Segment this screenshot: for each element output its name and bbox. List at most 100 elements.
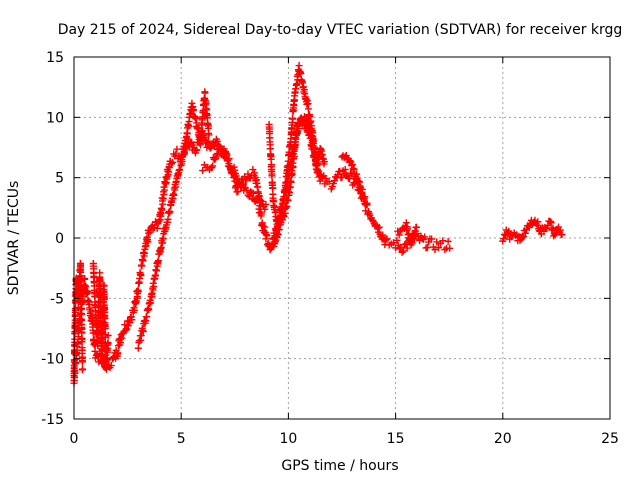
data-point: [207, 143, 215, 151]
data-point: [263, 232, 271, 240]
data-point: [137, 272, 145, 280]
data-point: [84, 288, 92, 296]
x-tick-label: 25: [601, 431, 619, 447]
data-point: [205, 131, 213, 139]
data-point: [403, 244, 411, 252]
data-point: [328, 183, 336, 191]
data-point: [341, 165, 349, 173]
data-point: [121, 321, 129, 329]
data-point: [169, 158, 177, 166]
x-axis-label: GPS time / hours: [281, 458, 398, 474]
data-point: [353, 170, 361, 178]
y-tick-label: -10: [41, 352, 64, 368]
data-point: [320, 158, 328, 166]
data-point: [155, 217, 163, 225]
data-point: [139, 328, 147, 336]
data-point: [242, 176, 250, 184]
data-point: [128, 316, 136, 324]
data-point: [199, 127, 207, 135]
data-point: [130, 306, 138, 314]
data-point: [190, 106, 198, 114]
data-point: [173, 145, 181, 153]
data-markers: [70, 62, 566, 387]
data-point: [104, 332, 112, 340]
data-point: [100, 294, 108, 302]
data-point: [123, 325, 131, 333]
data-point: [347, 169, 355, 177]
data-point: [234, 187, 242, 195]
data-point: [166, 208, 174, 216]
data-point: [398, 248, 406, 256]
data-point: [147, 299, 155, 307]
data-point: [78, 358, 86, 366]
data-point: [269, 184, 277, 192]
data-point: [231, 177, 239, 185]
data-point: [395, 231, 403, 239]
data-point: [79, 366, 87, 374]
data-point: [208, 163, 216, 171]
data-point: [192, 115, 200, 123]
data-point: [127, 313, 135, 321]
data-point: [375, 223, 383, 231]
data-point: [434, 244, 442, 252]
data-point: [393, 236, 401, 244]
data-point: [551, 231, 559, 239]
axis-ticks: [73, 56, 611, 420]
tick-labels: 0 5 10 15 20 25 -15 -10 -5 0 5 10 15: [41, 50, 619, 447]
data-point: [428, 235, 436, 243]
data-point: [181, 146, 189, 154]
data-point: [348, 162, 356, 170]
data-point: [258, 219, 266, 227]
data-point: [197, 128, 205, 136]
data-point: [213, 137, 221, 145]
data-point: [153, 224, 161, 232]
data-point: [297, 70, 305, 78]
x-tick-label: 15: [387, 431, 405, 447]
data-point: [407, 241, 415, 249]
data-point: [143, 313, 151, 321]
data-point: [170, 191, 178, 199]
data-point: [441, 246, 449, 254]
data-point: [257, 210, 265, 218]
data-point: [533, 221, 541, 229]
data-point: [153, 267, 161, 275]
data-point: [216, 142, 224, 150]
x-tick-label: 0: [70, 431, 79, 447]
data-point: [404, 225, 412, 233]
data-point: [397, 243, 405, 251]
data-point: [149, 286, 157, 294]
data-point: [222, 149, 230, 157]
y-tick-label: -5: [50, 291, 64, 307]
data-point: [209, 162, 217, 170]
data-point: [204, 122, 212, 130]
data-point: [201, 89, 209, 97]
y-tick-label: 15: [46, 50, 64, 66]
data-point: [547, 219, 555, 227]
data-point: [104, 339, 112, 347]
data-point: [204, 137, 212, 145]
data-point: [273, 224, 281, 232]
data-point: [134, 287, 142, 295]
data-point: [78, 346, 86, 354]
data-point: [118, 334, 126, 342]
data-point: [100, 288, 108, 296]
x-tick-label: 10: [279, 431, 297, 447]
data-point: [218, 147, 226, 155]
data-point: [275, 215, 283, 223]
data-point: [78, 336, 86, 344]
data-point: [363, 201, 371, 209]
data-point: [348, 160, 356, 168]
data-point: [160, 186, 168, 194]
data-point: [413, 223, 421, 231]
data-point: [168, 160, 176, 168]
data-point: [283, 185, 291, 193]
data-point: [399, 247, 407, 255]
data-point: [164, 215, 172, 223]
data-point: [91, 301, 99, 309]
data-point: [285, 170, 293, 178]
data-point: [162, 180, 170, 188]
data-point: [268, 170, 276, 178]
data-point: [346, 157, 354, 165]
data-point: [142, 242, 150, 250]
data-point: [382, 236, 390, 244]
